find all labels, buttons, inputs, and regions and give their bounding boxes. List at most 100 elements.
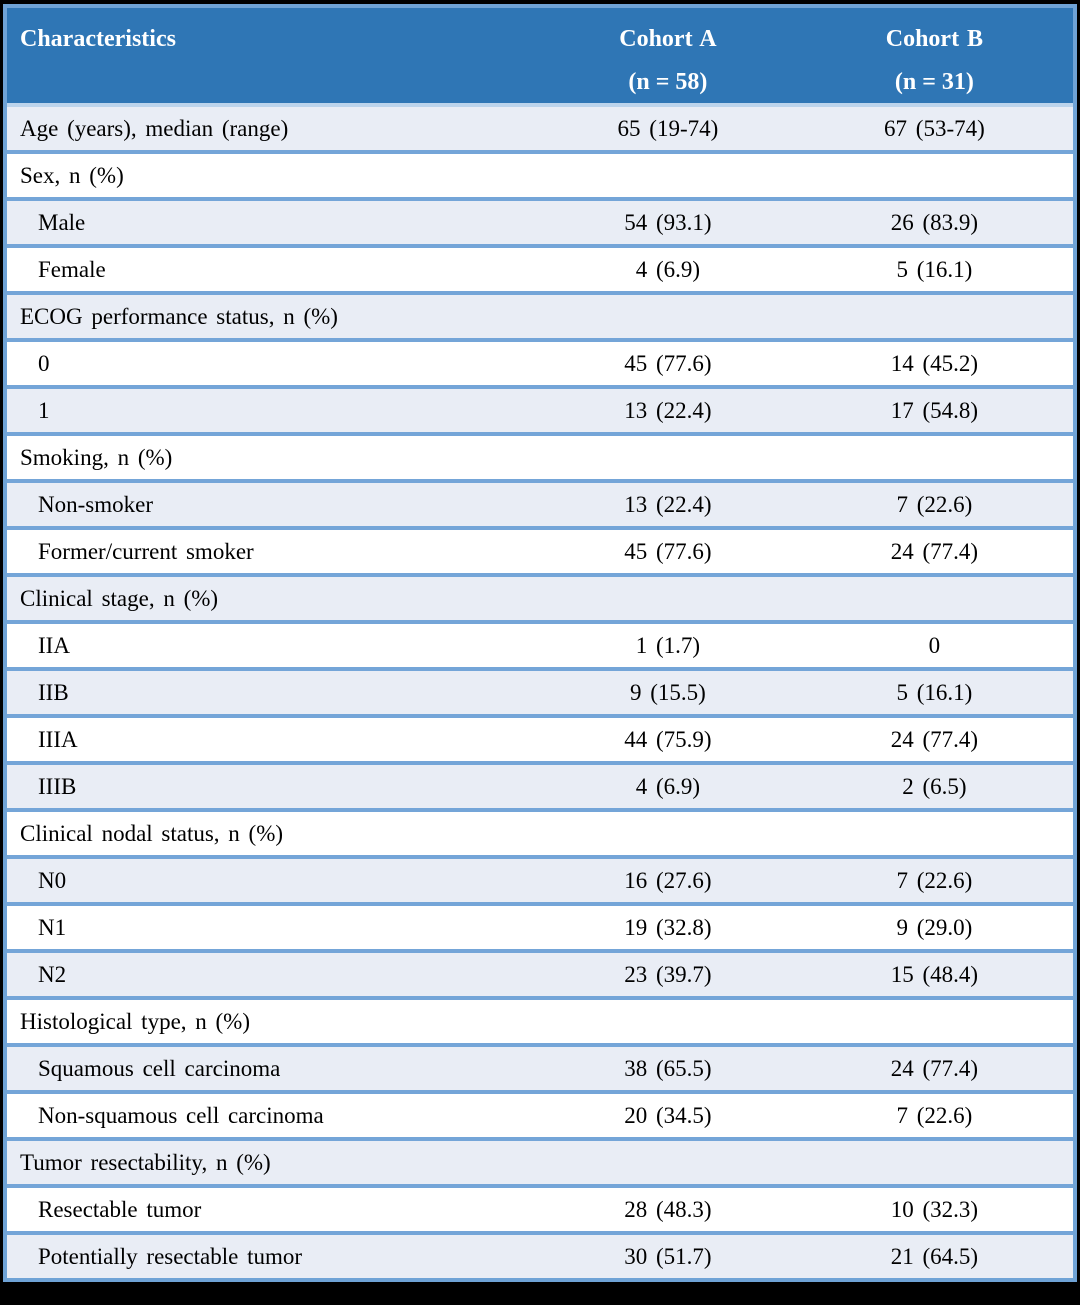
cohort-a-value: 23 (39.7) bbox=[540, 949, 796, 998]
row-label: Histological type, n (%) bbox=[7, 996, 540, 1045]
table-row: Potentially resectable tumor 30 (51.7) 21 … bbox=[7, 1231, 1073, 1278]
cohort-b-value: 24 (77.4) bbox=[795, 1043, 1073, 1092]
table-row: Clinical stage, n (%) bbox=[7, 573, 1073, 622]
cohort-a-value: 45 (77.6) bbox=[540, 338, 796, 387]
cohort-b-value: 17 (54.8) bbox=[795, 385, 1073, 434]
cohort-b-value: 67 (53-74) bbox=[795, 103, 1073, 152]
table-row: IIIA 44 (75.9) 24 (77.4) bbox=[7, 714, 1073, 763]
row-label: Potentially resectable tumor bbox=[7, 1231, 540, 1278]
table-row: Resectable tumor 28 (48.3) 10 (32.3) bbox=[7, 1184, 1073, 1233]
header-cohort-b-label: Cohort B bbox=[885, 26, 984, 52]
header-cohort-b-n: (n = 31) bbox=[894, 69, 974, 95]
table-row: Non-squamous cell carcinoma 20 (34.5) 7 (2… bbox=[7, 1090, 1073, 1139]
cohort-a-value bbox=[540, 573, 796, 622]
cohort-b-value: 24 (77.4) bbox=[795, 526, 1073, 575]
row-label: Female bbox=[7, 244, 540, 293]
table-row: Non-smoker 13 (22.4) 7 (22.6) bbox=[7, 479, 1073, 528]
table-row: Smoking, n (%) bbox=[7, 432, 1073, 481]
row-label: Smoking, n (%) bbox=[7, 432, 540, 481]
characteristics-table-container: Characteristics Cohort A (n = 58) Cohort… bbox=[3, 4, 1077, 1282]
table-header: Characteristics Cohort A (n = 58) Cohort… bbox=[7, 8, 1073, 105]
row-label: IIA bbox=[7, 620, 540, 669]
table-row: Sex, n (%) bbox=[7, 150, 1073, 199]
cohort-a-value: 20 (34.5) bbox=[540, 1090, 796, 1139]
row-label: Non-squamous cell carcinoma bbox=[7, 1090, 540, 1139]
cohort-b-value bbox=[795, 291, 1073, 340]
table-row: Female 4 (6.9) 5 (16.1) bbox=[7, 244, 1073, 293]
row-label: Squamous cell carcinoma bbox=[7, 1043, 540, 1092]
cohort-a-value: 4 (6.9) bbox=[540, 244, 796, 293]
cohort-a-value: 44 (75.9) bbox=[540, 714, 796, 763]
row-label: Clinical stage, n (%) bbox=[7, 573, 540, 622]
cohort-a-value: 13 (22.4) bbox=[540, 479, 796, 528]
cohort-b-value: 10 (32.3) bbox=[795, 1184, 1073, 1233]
cohort-a-value: 1 (1.7) bbox=[540, 620, 796, 669]
table-row: 1 13 (22.4) 17 (54.8) bbox=[7, 385, 1073, 434]
table-row: Squamous cell carcinoma 38 (65.5) 24 (77.4… bbox=[7, 1043, 1073, 1092]
table-row: Clinical nodal status, n (%) bbox=[7, 808, 1073, 857]
table-row: ECOG performance status, n (%) bbox=[7, 291, 1073, 340]
cohort-b-value: 5 (16.1) bbox=[795, 667, 1073, 716]
cohort-b-value bbox=[795, 1137, 1073, 1186]
cohort-a-value: 28 (48.3) bbox=[540, 1184, 796, 1233]
cohort-a-value: 38 (65.5) bbox=[540, 1043, 796, 1092]
row-label: Clinical nodal status, n (%) bbox=[7, 808, 540, 857]
row-label: N2 bbox=[7, 949, 540, 998]
cohort-b-value: 7 (22.6) bbox=[795, 479, 1073, 528]
table-row: IIA 1 (1.7) 0 bbox=[7, 620, 1073, 669]
cohort-a-value: 19 (32.8) bbox=[540, 902, 796, 951]
cohort-a-value: 65 (19-74) bbox=[540, 103, 796, 152]
table-row: Former/current smoker 45 (77.6) 24 (77.4) bbox=[7, 526, 1073, 575]
cohort-a-value bbox=[540, 432, 796, 481]
cohort-a-value bbox=[540, 150, 796, 199]
cohort-a-value bbox=[540, 996, 796, 1045]
row-label: Male bbox=[7, 197, 540, 246]
cohort-b-value: 7 (22.6) bbox=[795, 1090, 1073, 1139]
cohort-a-value: 30 (51.7) bbox=[540, 1231, 796, 1278]
row-label: IIIB bbox=[7, 761, 540, 810]
row-label: Former/current smoker bbox=[7, 526, 540, 575]
cohort-b-value: 14 (45.2) bbox=[795, 338, 1073, 387]
cohort-a-value: 54 (93.1) bbox=[540, 197, 796, 246]
header-row: Characteristics Cohort A (n = 58) Cohort… bbox=[7, 8, 1073, 105]
row-label: ECOG performance status, n (%) bbox=[7, 291, 540, 340]
header-cohort-a-n: (n = 58) bbox=[628, 69, 708, 95]
header-cohort-a-label: Cohort A bbox=[619, 26, 717, 52]
row-label: Age (years), median (range) bbox=[7, 103, 540, 152]
cohort-b-value bbox=[795, 432, 1073, 481]
table-row: Tumor resectability, n (%) bbox=[7, 1137, 1073, 1186]
cohort-b-value: 24 (77.4) bbox=[795, 714, 1073, 763]
cohort-b-value bbox=[795, 808, 1073, 857]
cohort-b-value bbox=[795, 150, 1073, 199]
cohort-b-value: 0 bbox=[795, 620, 1073, 669]
table-row: IIB 9 (15.5) 5 (16.1) bbox=[7, 667, 1073, 716]
cohort-a-value: 4 (6.9) bbox=[540, 761, 796, 810]
row-label: Sex, n (%) bbox=[7, 150, 540, 199]
cohort-a-value bbox=[540, 291, 796, 340]
header-cohort-a: Cohort A (n = 58) bbox=[540, 8, 796, 105]
table-row: N0 16 (27.6) 7 (22.6) bbox=[7, 855, 1073, 904]
cohort-a-value: 9 (15.5) bbox=[540, 667, 796, 716]
cohort-b-value: 21 (64.5) bbox=[795, 1231, 1073, 1278]
row-label: N0 bbox=[7, 855, 540, 904]
cohort-a-value: 45 (77.6) bbox=[540, 526, 796, 575]
cohort-a-value bbox=[540, 1137, 796, 1186]
cohort-b-value: 5 (16.1) bbox=[795, 244, 1073, 293]
cohort-b-value bbox=[795, 996, 1073, 1045]
row-label: 0 bbox=[7, 338, 540, 387]
table-row: Age (years), median (range) 65 (19-74) 67 … bbox=[7, 103, 1073, 152]
header-characteristics: Characteristics bbox=[7, 8, 540, 105]
table-row: N2 23 (39.7) 15 (48.4) bbox=[7, 949, 1073, 998]
cohort-b-value: 15 (48.4) bbox=[795, 949, 1073, 998]
row-label: IIIA bbox=[7, 714, 540, 763]
row-label: N1 bbox=[7, 902, 540, 951]
table-body: Age (years), median (range) 65 (19-74) 67 … bbox=[7, 103, 1073, 1278]
row-label: Tumor resectability, n (%) bbox=[7, 1137, 540, 1186]
cohort-a-value: 16 (27.6) bbox=[540, 855, 796, 904]
table-row: Histological type, n (%) bbox=[7, 996, 1073, 1045]
cohort-b-value bbox=[795, 573, 1073, 622]
row-label: 1 bbox=[7, 385, 540, 434]
header-characteristics-label: Characteristics bbox=[20, 26, 176, 52]
cohort-b-value: 7 (22.6) bbox=[795, 855, 1073, 904]
